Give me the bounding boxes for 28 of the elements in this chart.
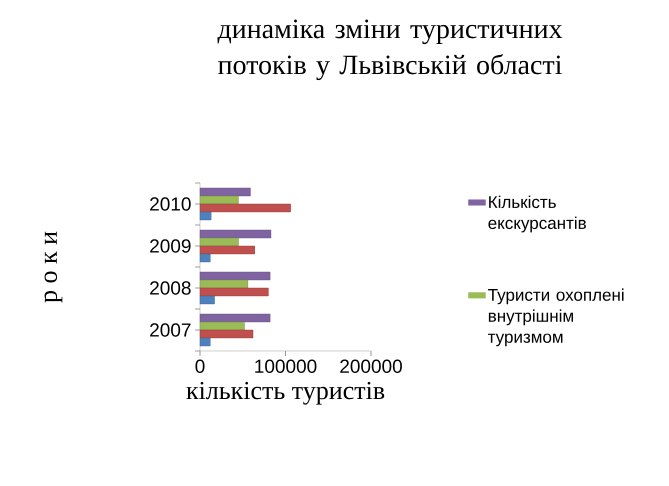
bar — [200, 314, 270, 322]
bar — [200, 246, 255, 254]
bar — [200, 288, 269, 296]
y-tick-label: 2009 — [150, 239, 191, 253]
bar — [200, 296, 215, 304]
bar — [200, 196, 239, 204]
bar — [200, 238, 239, 246]
legend-label: Туристи охоплені внутрішнім туризмом — [488, 288, 624, 346]
bar — [200, 322, 245, 330]
bar — [200, 230, 272, 238]
y-tick-label: 2010 — [150, 197, 191, 211]
bar — [200, 272, 270, 280]
bar — [200, 280, 248, 288]
bar — [200, 212, 212, 220]
y-tick-label: 2008 — [150, 281, 191, 295]
x-tick-label: 100000 — [255, 360, 316, 373]
bar — [200, 338, 210, 346]
bar — [200, 188, 251, 196]
y-tick-label: 2007 — [150, 323, 191, 337]
bar — [200, 254, 210, 262]
x-tick-label: 0 — [195, 360, 205, 373]
legend-label: Кількість екскурсантів — [488, 196, 586, 232]
x-tick-label: 200000 — [340, 360, 402, 373]
bar — [200, 204, 291, 212]
y-axis-title: р о к и — [44, 232, 62, 303]
bar — [200, 330, 254, 338]
chart-title: динаміка зміни туристичних потоків у Львівській області — [217, 20, 562, 80]
x-axis-title: кількість туристів — [186, 382, 384, 405]
